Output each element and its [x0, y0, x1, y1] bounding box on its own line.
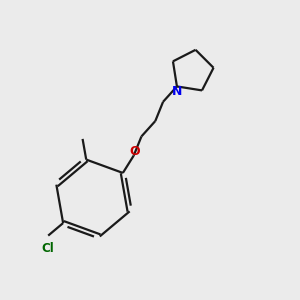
Text: Cl: Cl [42, 242, 55, 255]
Text: O: O [129, 145, 140, 158]
Text: N: N [172, 85, 182, 98]
